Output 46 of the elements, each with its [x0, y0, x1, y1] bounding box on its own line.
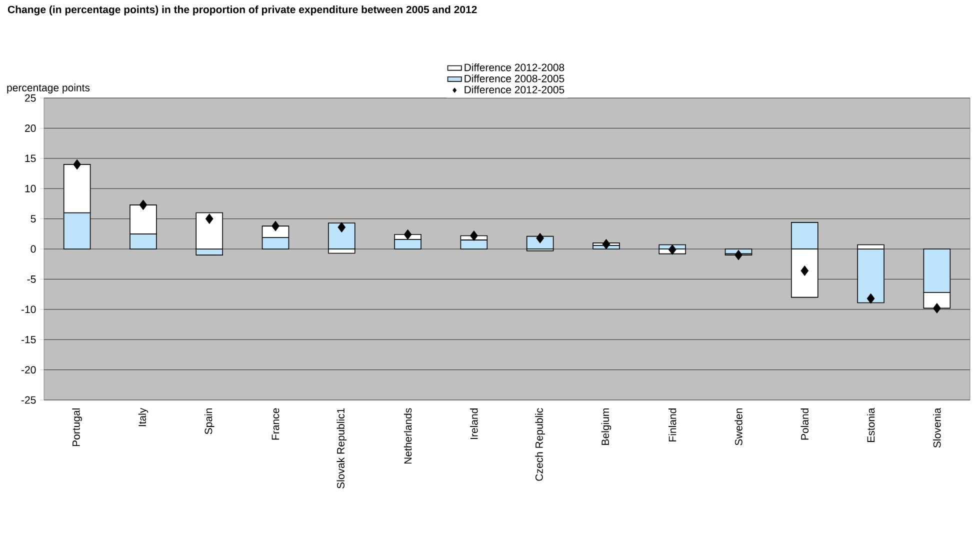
point — [73, 159, 82, 170]
chart-title: Change (in percentage points) in the proportion of private expenditure between 2005 and 2012 — [8, 6, 477, 16]
x-tick-label: Estonia — [866, 408, 875, 442]
bar — [857, 248, 884, 304]
point — [932, 302, 941, 314]
y-tick-label: -15 — [21, 336, 36, 344]
y-tick-label: -20 — [21, 366, 36, 374]
legend-label: Difference 2012-2008 — [464, 63, 564, 72]
point — [272, 220, 280, 232]
point — [536, 232, 544, 244]
x-tick-label: France — [272, 408, 280, 440]
y-axis-title: percentage points — [7, 84, 90, 94]
x-tick-label: Netherlands — [404, 408, 412, 464]
x-tick-label: Czech Republic — [535, 408, 545, 481]
y-tick-label: 10 — [25, 184, 36, 192]
legend-label: Difference 2008-2005 — [464, 74, 564, 82]
point — [602, 238, 610, 250]
x-tick-label: Belgium — [601, 408, 612, 445]
x-tick-label: Portugal — [72, 408, 82, 446]
y-tick-label: -10 — [21, 306, 36, 314]
point — [404, 229, 412, 240]
y-tick-label: 20 — [25, 124, 36, 132]
point — [734, 250, 742, 260]
x-tick-label: Italy — [138, 408, 148, 426]
point — [470, 230, 478, 241]
x-tick-label: Spain — [204, 408, 214, 434]
y-tick-label: 0 — [30, 245, 36, 253]
bar — [328, 222, 356, 250]
point — [866, 293, 875, 304]
point — [668, 244, 676, 255]
y-tick-label: 5 — [30, 215, 36, 222]
y-tick-label: 15 — [25, 154, 36, 162]
legend-label: Difference 2012-2005 — [464, 86, 564, 94]
y-tick-label: 25 — [25, 94, 36, 102]
point — [800, 266, 809, 276]
x-tick-label: Slovenia — [933, 408, 941, 448]
point — [338, 222, 346, 232]
x-tick-label: Poland — [800, 408, 809, 440]
x-tick-label: Sweden — [734, 408, 742, 446]
x-tick-label: Slovak Republic1 — [336, 408, 347, 488]
point — [205, 214, 214, 224]
point — [139, 200, 148, 210]
x-tick-label: Finland — [668, 408, 676, 442]
y-tick-label: -25 — [21, 396, 36, 404]
x-tick-label: Ireland — [470, 408, 478, 439]
y-tick-label: -5 — [27, 276, 36, 283]
